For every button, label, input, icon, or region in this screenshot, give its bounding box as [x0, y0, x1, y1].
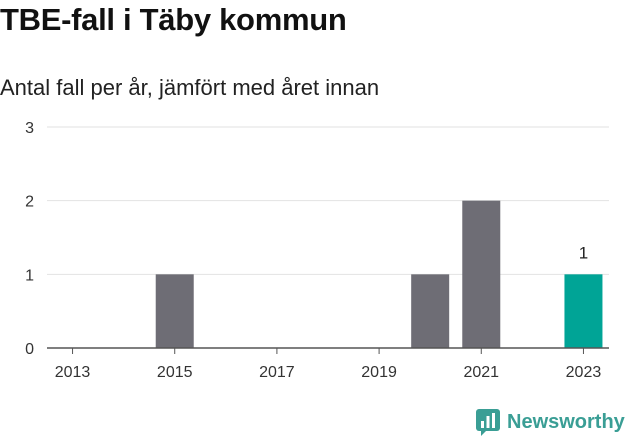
chart-title: TBE-fall i Täby kommun — [0, 2, 347, 37]
chart-subtitle: Antal fall per år, jämfört med året inna… — [0, 75, 380, 100]
x-tick-label: 2017 — [259, 364, 295, 381]
y-tick-label: 0 — [25, 341, 34, 358]
y-tick-label: 3 — [25, 120, 34, 137]
x-tick-label: 2013 — [55, 364, 91, 381]
x-tick-label: 2023 — [566, 364, 602, 381]
bar-2021 — [462, 200, 501, 348]
newsworthy-logo-icon — [476, 409, 500, 436]
bar-2023 — [564, 274, 603, 348]
bar-2020 — [411, 274, 450, 348]
bar-chart: 0 1 2 3 2013 2015 2017 2019 2021 2023 1 — [25, 120, 609, 381]
x-tick-label: 2015 — [157, 364, 193, 381]
x-tick-label: 2019 — [361, 364, 397, 381]
y-tick-label: 1 — [25, 267, 34, 284]
newsworthy-brand: Newsworthy — [475, 407, 625, 437]
bar-2015 — [155, 274, 194, 348]
x-tick-label: 2021 — [463, 364, 499, 381]
newsworthy-brand-name: Newsworthy — [507, 410, 625, 433]
y-tick-label: 2 — [25, 194, 34, 211]
data-label: 1 — [579, 243, 588, 262]
